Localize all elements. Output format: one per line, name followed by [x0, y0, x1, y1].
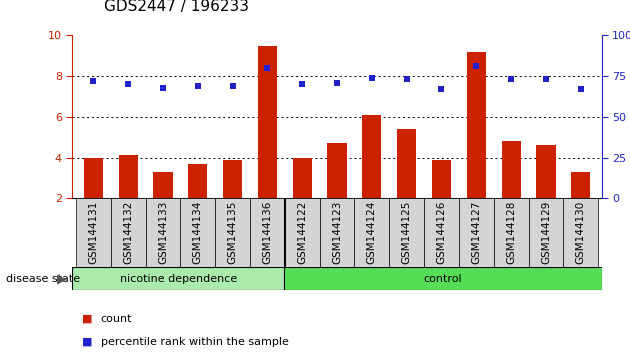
Bar — [188, 164, 207, 198]
Text: GSM144128: GSM144128 — [506, 201, 516, 264]
Text: GSM144129: GSM144129 — [541, 201, 551, 264]
Bar — [563, 198, 598, 267]
Bar — [84, 158, 103, 198]
Text: GSM144130: GSM144130 — [576, 201, 586, 264]
Text: disease state: disease state — [6, 274, 81, 284]
Bar — [118, 155, 138, 198]
Bar — [328, 143, 347, 198]
Bar — [319, 198, 355, 267]
Text: GSM144135: GSM144135 — [227, 201, 238, 264]
Bar — [424, 198, 459, 267]
Bar — [397, 129, 416, 198]
Bar — [293, 158, 312, 198]
Bar — [146, 198, 180, 267]
Bar — [76, 198, 111, 267]
Text: ■: ■ — [82, 337, 93, 347]
Text: ▶: ▶ — [57, 272, 66, 285]
Bar — [432, 160, 451, 198]
Bar — [180, 198, 215, 267]
Bar — [355, 198, 389, 267]
Text: ■: ■ — [82, 314, 93, 324]
Text: GDS2447 / 196233: GDS2447 / 196233 — [104, 0, 249, 14]
Bar — [494, 198, 529, 267]
Text: GSM144136: GSM144136 — [263, 201, 272, 264]
Bar — [536, 145, 556, 198]
Bar — [215, 198, 250, 267]
Bar — [571, 172, 590, 198]
Text: control: control — [423, 274, 462, 284]
Bar — [250, 198, 285, 267]
Text: GSM144131: GSM144131 — [88, 201, 98, 264]
Bar — [258, 46, 277, 198]
Bar — [389, 198, 424, 267]
Bar — [362, 115, 381, 198]
Bar — [529, 198, 563, 267]
Bar — [501, 141, 521, 198]
Text: GSM144132: GSM144132 — [123, 201, 133, 264]
Text: GSM144124: GSM144124 — [367, 201, 377, 264]
Bar — [72, 267, 284, 290]
Bar — [284, 267, 602, 290]
Text: GSM144126: GSM144126 — [437, 201, 447, 264]
Text: GSM144125: GSM144125 — [402, 201, 411, 264]
Text: count: count — [101, 314, 132, 324]
Text: nicotine dependence: nicotine dependence — [120, 274, 237, 284]
Bar — [467, 52, 486, 198]
Bar — [285, 198, 319, 267]
Bar — [153, 172, 173, 198]
Bar — [111, 198, 146, 267]
Text: GSM144123: GSM144123 — [332, 201, 342, 264]
Text: GSM144122: GSM144122 — [297, 201, 307, 264]
Bar — [223, 160, 242, 198]
Text: GSM144127: GSM144127 — [471, 201, 481, 264]
Text: percentile rank within the sample: percentile rank within the sample — [101, 337, 289, 347]
Bar — [459, 198, 494, 267]
Text: GSM144134: GSM144134 — [193, 201, 203, 264]
Text: GSM144133: GSM144133 — [158, 201, 168, 264]
